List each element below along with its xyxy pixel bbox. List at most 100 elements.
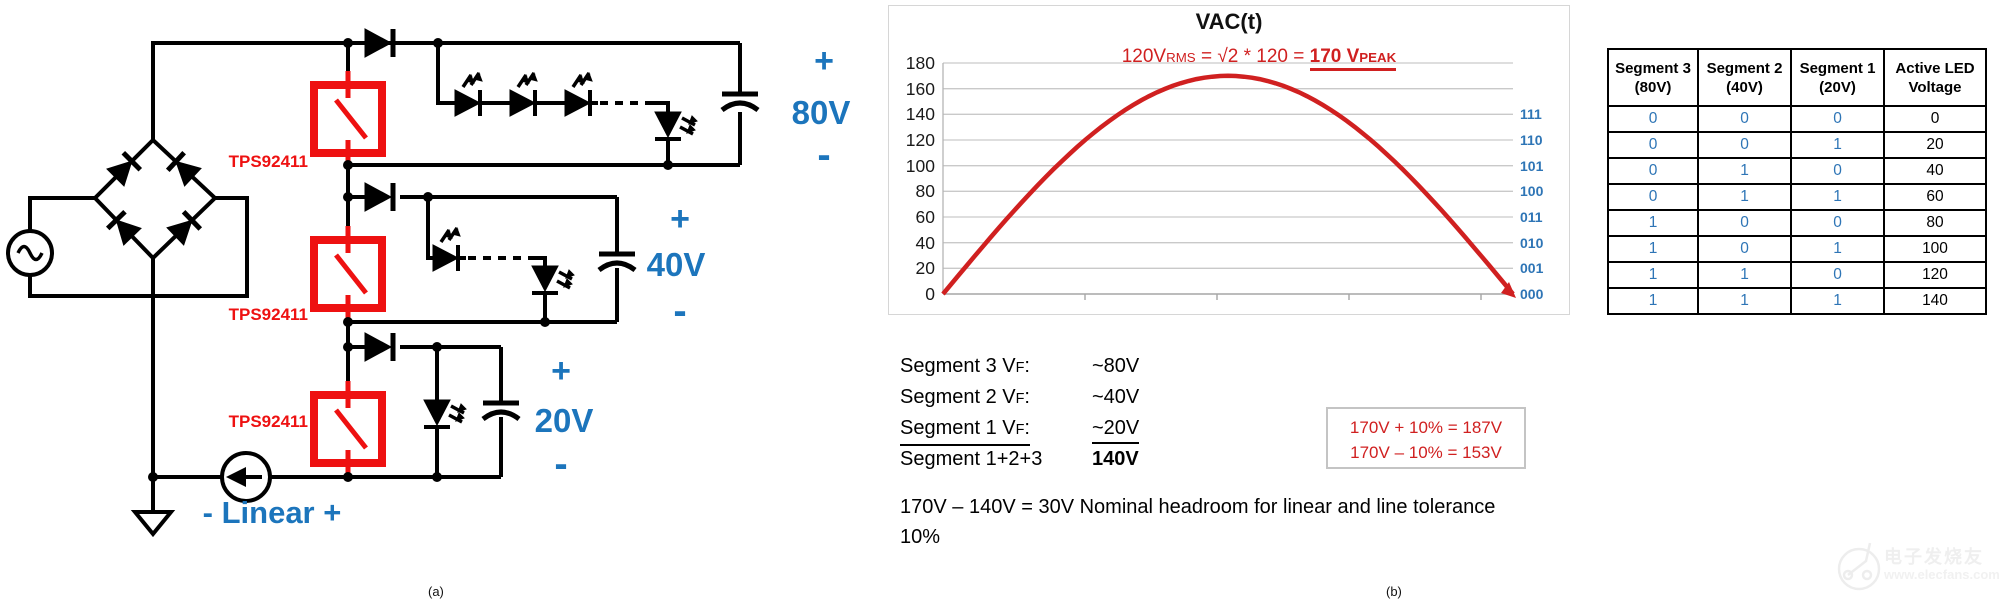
segment-code-label: 101 <box>1520 157 1544 174</box>
table-bit-cell: 1 <box>1697 287 1792 315</box>
ic-label-1: TPS92411 <box>229 152 308 171</box>
segment-code-label: 110 <box>1520 132 1543 148</box>
led-string-segment1 <box>423 399 467 429</box>
vac-chart-plot <box>941 62 1516 300</box>
table-voltage-cell: 120 <box>1883 261 1987 289</box>
seg2-voltage-label: 40V <box>647 246 706 283</box>
table-bit-cell: 1 <box>1697 157 1792 185</box>
table-bit-cell: 1 <box>1607 209 1699 237</box>
table-bit-cell: 0 <box>1697 105 1792 133</box>
table-bit-cell: 0 <box>1697 235 1792 263</box>
table-voltage-cell: 60 <box>1883 183 1987 211</box>
y-tick-label: 0 <box>925 284 935 304</box>
y-tick-label: 100 <box>905 155 935 176</box>
caption-a: (a) <box>428 584 444 599</box>
table-bit-cell: 0 <box>1697 131 1792 159</box>
bridge-rectifier-diodes <box>105 150 203 246</box>
linear-current-source-icon <box>220 451 272 503</box>
table-row: 0 0 1 20 <box>1607 131 1987 159</box>
table-row: 1 1 0 120 <box>1607 261 1987 289</box>
table-bit-cell: 1 <box>1607 261 1699 289</box>
headroom-note: 170V – 140V = 30V Nominal headroom for l… <box>900 496 1496 548</box>
table-bit-cell: 0 <box>1790 105 1885 133</box>
segment-diodes <box>364 28 396 362</box>
tolerance-line-plus: 170V + 10% = 187V <box>1349 418 1503 437</box>
table-voltage-cell: 100 <box>1883 235 1987 263</box>
segment-code-label: 111 <box>1520 106 1542 123</box>
table-row: 1 1 1 140 <box>1607 287 1987 315</box>
table-header-cell: Segment 2 (40V) <box>1697 48 1792 107</box>
table-bit-cell: 0 <box>1607 131 1699 159</box>
table-bit-cell: 0 <box>1790 261 1885 289</box>
segment-vf-row: Segment 2 VF: ~40V <box>900 386 1140 408</box>
table-bit-cell: 1 <box>1607 287 1699 315</box>
table-bit-cell: 1 <box>1697 261 1792 289</box>
table-voltage-cell: 140 <box>1883 287 1987 315</box>
led-string-segment3 <box>454 72 698 141</box>
segment-code-label: 100 <box>1520 183 1544 200</box>
circuit-wires <box>28 41 742 512</box>
table-bit-cell: 0 <box>1607 183 1699 211</box>
table-bit-cell: 0 <box>1790 209 1885 237</box>
watermark-logo-icon <box>1837 542 1881 591</box>
table-bit-cell: 1 <box>1790 235 1885 263</box>
table-bit-cell: 0 <box>1790 157 1885 185</box>
table-bit-cell: 1 <box>1790 131 1885 159</box>
table-voltage-cell: 40 <box>1883 157 1987 185</box>
table-header-cell: Active LED Voltage <box>1883 48 1987 107</box>
y-tick-label: 60 <box>915 207 935 227</box>
table-bit-cell: 1 <box>1607 235 1699 263</box>
table-bit-cell: 1 <box>1790 287 1885 315</box>
table-row: 1 0 0 80 <box>1607 209 1987 237</box>
table-row: 1 0 1 100 <box>1607 235 1987 263</box>
seg2-minus-label: - <box>673 289 686 333</box>
y-tick-label: 120 <box>905 130 935 150</box>
seg3-plus-label: + <box>814 42 834 80</box>
watermark: 电子发烧友 www.elecfans.com <box>1836 517 2000 595</box>
segment-code-label: 000 <box>1520 286 1544 302</box>
y-tick-label: 160 <box>905 78 935 99</box>
segment-code-label: 011 <box>1520 209 1543 225</box>
table-header-cell: Segment 1 (20V) <box>1790 48 1885 107</box>
vac-curve <box>941 73 1515 296</box>
storage-capacitors <box>481 91 760 422</box>
chart-title: VAC(t) <box>1195 9 1263 34</box>
segment-voltage-table: Segment 3 (80V) Segment 2 (40V) Segment 1 (20… <box>1607 48 1987 315</box>
watermark-name: 电子发烧友 <box>1884 547 1984 567</box>
ground-icon <box>130 510 176 538</box>
table-bit-cell: 0 <box>1607 105 1699 133</box>
tolerance-line-minus: 170V – 10% = 153V <box>1350 443 1502 462</box>
table-bit-cell: 0 <box>1697 209 1792 237</box>
seg2-plus-label: + <box>670 200 690 238</box>
table-bit-cell: 1 <box>1697 183 1792 211</box>
vac-chart: VAC(t) 120VRMS = √2 * 120 = 170 VPEAK 18… <box>888 5 1570 315</box>
table-row: 0 1 0 40 <box>1607 157 1987 185</box>
tps92411-switches <box>310 71 386 477</box>
chart-annotation: 120VRMS = √2 * 120 = 170 VPEAK <box>989 46 1529 71</box>
vac-gridlines <box>942 62 1513 300</box>
segment-vf-row: Segment 1 VF: ~20V <box>900 414 1540 446</box>
seg3-voltage-label: 80V <box>792 94 851 131</box>
y-tick-label: 40 <box>915 232 935 253</box>
table-bit-cell: 0 <box>1607 157 1699 185</box>
tolerance-box: 170V + 10% = 187V 170V – 10% = 153V <box>1326 407 1526 469</box>
ic-label-2: TPS92411 <box>229 305 308 324</box>
segment-vf-notes: Segment 3 VF: ~80V Segment 2 VF: ~40V Segmen… <box>900 352 1540 476</box>
table-row: 0 1 1 60 <box>1607 183 1987 211</box>
seg3-minus-label: - <box>817 133 830 177</box>
seg1-voltage-label: 20V <box>535 402 594 439</box>
table-voltage-cell: 80 <box>1883 209 1987 237</box>
ac-source-icon <box>6 229 54 277</box>
watermark-url: www.elecfans.com <box>1884 567 2000 582</box>
segment-vf-row: Segment 1+2+3 140V <box>900 448 1139 470</box>
y-tick-label: 80 <box>915 181 935 202</box>
junction-dots <box>148 38 673 482</box>
linear-label: - Linear + <box>203 495 342 530</box>
vac-curve-arrowhead <box>1501 282 1516 298</box>
seg1-plus-label: + <box>551 352 571 390</box>
table-voltage-cell: 20 <box>1883 131 1987 159</box>
table-bit-cell: 1 <box>1790 183 1885 211</box>
segment-vf-row: Segment 3 VF: ~80V <box>900 355 1140 377</box>
table-header-cell: Segment 3 (80V) <box>1607 48 1699 107</box>
